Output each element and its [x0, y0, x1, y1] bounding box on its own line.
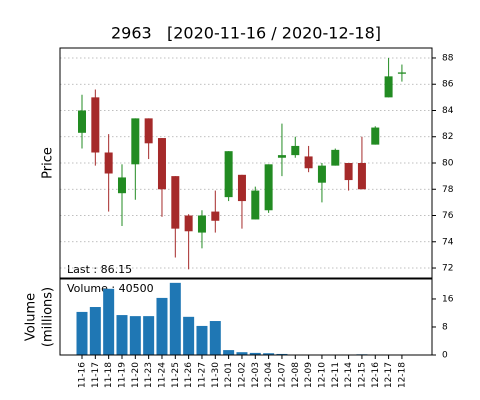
y-tick-label: 72: [442, 264, 453, 274]
candle-body: [117, 177, 126, 194]
x-tick-label: 12-14: [344, 362, 354, 388]
y-tick-label: 16: [442, 294, 454, 304]
y-tick-label: 80: [442, 159, 454, 169]
bar: [276, 353, 288, 355]
x-tick-label: 12-04: [264, 362, 274, 388]
candle-body: [211, 211, 220, 221]
x-tick-label: 11-16: [78, 362, 88, 388]
annotation: Last : 86.15: [67, 263, 132, 276]
candle-body: [251, 190, 260, 220]
chart-title: 2963 [2020-11-16 / 2020-12-18]: [111, 24, 381, 43]
x-tick-label: 11-25: [171, 362, 181, 388]
candle-body: [184, 215, 193, 232]
x-tick-label: 11-23: [144, 362, 154, 388]
x-tick-label: 11-24: [157, 362, 167, 388]
y-tick-label: 76: [442, 211, 454, 221]
candle-body: [371, 127, 380, 145]
x-tick-label: 11-19: [117, 362, 127, 388]
bar: [196, 325, 208, 355]
x-tick-label: 11-20: [131, 362, 141, 388]
x-tick-label: 12-11: [331, 362, 341, 388]
y-tick-label: 0: [442, 351, 448, 361]
candle-body: [384, 76, 393, 98]
x-tick-label: 12-16: [371, 362, 381, 388]
plot-frame: [59, 278, 433, 356]
x-tick-label: 12-02: [237, 362, 247, 388]
candle-body: [131, 118, 140, 165]
y-tick-label: 74: [442, 237, 454, 247]
x-tick-label: 12-08: [291, 362, 301, 388]
candle-body: [78, 110, 86, 133]
y-tick-label: 8: [442, 322, 448, 332]
y-tick-label: 82: [442, 132, 453, 142]
bar: [209, 321, 221, 355]
candle-body: [331, 149, 340, 166]
candle-body: [91, 97, 100, 153]
bar: [169, 282, 181, 355]
bar: [249, 352, 261, 355]
bar: [76, 311, 88, 355]
candle-body: [277, 155, 286, 158]
candle-body: [171, 176, 180, 229]
candle-body: [224, 151, 233, 198]
bar: [89, 307, 101, 355]
x-tick-label: 12-17: [384, 362, 394, 388]
y-axis-label: Price: [41, 147, 56, 179]
bar: [143, 316, 155, 355]
x-tick-label: 12-03: [251, 362, 261, 388]
bar: [103, 288, 115, 355]
candle-body: [264, 164, 273, 211]
bar: [129, 316, 141, 355]
candle-body: [237, 174, 246, 202]
x-tick-label: 12-09: [304, 362, 314, 388]
candle-body: [397, 72, 406, 74]
x-tick-label: 11-17: [91, 362, 101, 388]
y-axis-label: Volume: [24, 293, 39, 341]
x-tick-label: 11-27: [197, 362, 207, 388]
x-tick-label: 11-30: [211, 362, 221, 388]
candle-body: [317, 165, 326, 183]
bar: [263, 353, 275, 355]
candle-body: [344, 163, 353, 181]
candle-body: [157, 138, 166, 190]
bar: [156, 297, 168, 355]
candle-body: [304, 156, 313, 169]
candle-body: [357, 163, 366, 190]
x-tick-label: 12-18: [397, 362, 407, 388]
y-axis-label: (millions): [41, 287, 56, 347]
y-tick-label: 88: [442, 53, 454, 63]
candle-body: [104, 152, 113, 174]
x-tick-label: 12-10: [317, 362, 327, 388]
candle-body: [197, 215, 206, 233]
x-tick-label: 12-15: [357, 362, 367, 388]
x-tick-label: 12-01: [224, 362, 234, 388]
candle-body: [291, 145, 300, 156]
bar: [116, 315, 128, 355]
y-tick-label: 78: [442, 185, 454, 195]
bar: [223, 350, 235, 355]
x-tick-label: 11-18: [104, 362, 114, 388]
x-tick-label: 11-26: [184, 362, 194, 388]
x-tick-label: 12-07: [277, 362, 287, 388]
bar: [236, 352, 248, 355]
plot-frame: [59, 47, 433, 279]
candle-body: [144, 118, 153, 144]
annotation: Volume : 40500: [67, 282, 154, 295]
bar: [183, 316, 195, 355]
y-tick-label: 86: [442, 80, 454, 90]
y-tick-label: 84: [442, 106, 454, 116]
